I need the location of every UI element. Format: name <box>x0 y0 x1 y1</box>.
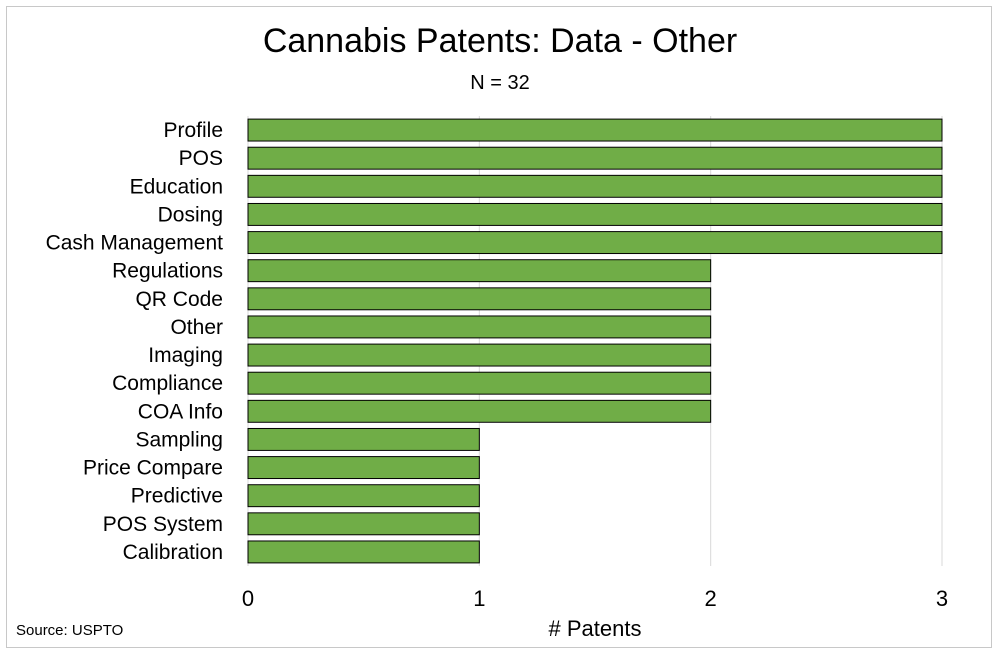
x-tick-labels: 0 1 2 3 <box>242 586 948 611</box>
category-label: Dosing <box>158 203 223 226</box>
category-label: Other <box>170 316 223 339</box>
bar-pos <box>247 146 943 170</box>
bar-regulations <box>247 259 712 283</box>
bars <box>247 118 943 564</box>
category-label: Regulations <box>112 260 223 283</box>
category-label: Profile <box>163 119 223 142</box>
x-tick-label: 3 <box>936 586 948 611</box>
category-label: Cash Management <box>46 232 224 255</box>
bar-profile <box>247 118 943 142</box>
category-label: Compliance <box>112 372 223 395</box>
category-label: Price Compare <box>83 457 223 480</box>
category-label: Education <box>130 175 223 198</box>
chart-subtitle: N = 32 <box>470 72 530 94</box>
bar-imaging <box>247 343 712 367</box>
bar-predictive <box>247 484 480 508</box>
category-label: Sampling <box>135 428 223 451</box>
chart-title: Cannabis Patents: Data - Other <box>262 22 738 60</box>
bar-cash-management <box>247 231 943 255</box>
category-label: POS <box>179 147 223 170</box>
source-note: Source: USPTO <box>16 622 124 639</box>
category-label: POS System <box>103 513 223 536</box>
bar-pos-system <box>247 512 480 536</box>
bar-coa-info <box>247 399 712 423</box>
category-label: COA Info <box>138 400 223 423</box>
category-label: Calibration <box>123 541 223 564</box>
bar-price-compare <box>247 456 480 480</box>
category-label: Predictive <box>131 485 223 508</box>
bar-qr-code <box>247 287 712 311</box>
category-label: QR Code <box>135 288 223 311</box>
chart-frame <box>6 6 992 648</box>
bar-dosing <box>247 202 943 226</box>
category-label: Imaging <box>148 344 223 367</box>
x-tick-label: 2 <box>705 586 717 611</box>
x-axis-label: # Patents <box>548 616 642 641</box>
x-tick-label: 1 <box>473 586 485 611</box>
bar-calibration <box>247 540 480 564</box>
bar-other <box>247 315 712 339</box>
bar-education <box>247 174 943 198</box>
bar-compliance <box>247 371 712 395</box>
x-tick-label: 0 <box>242 586 254 611</box>
bar-sampling <box>247 427 480 451</box>
category-labels: Profile POS Education Dosing Cash Management… <box>46 119 224 564</box>
